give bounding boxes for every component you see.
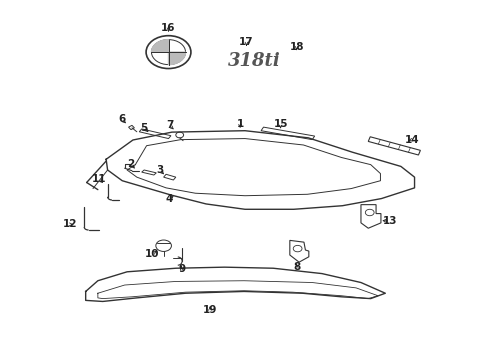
Text: 18: 18 [290, 42, 304, 52]
Text: 19: 19 [203, 305, 217, 315]
Text: 15: 15 [273, 119, 288, 129]
Text: 17: 17 [239, 37, 254, 48]
Text: 9: 9 [178, 264, 185, 274]
Text: 7: 7 [166, 120, 173, 130]
Text: 13: 13 [383, 216, 397, 226]
Text: 5: 5 [141, 123, 148, 133]
Text: 3: 3 [156, 165, 163, 175]
Text: 8: 8 [293, 262, 300, 272]
Text: 11: 11 [92, 174, 106, 184]
Text: 1: 1 [237, 118, 244, 129]
Text: 4: 4 [166, 194, 173, 204]
Text: 16: 16 [161, 23, 176, 33]
Text: 318ti: 318ti [228, 53, 281, 71]
Wedge shape [169, 52, 186, 64]
Text: 2: 2 [127, 159, 134, 169]
Text: 14: 14 [405, 135, 419, 145]
Text: 10: 10 [145, 249, 160, 259]
Wedge shape [151, 40, 169, 52]
Text: 12: 12 [62, 219, 77, 229]
Text: 6: 6 [118, 114, 125, 124]
